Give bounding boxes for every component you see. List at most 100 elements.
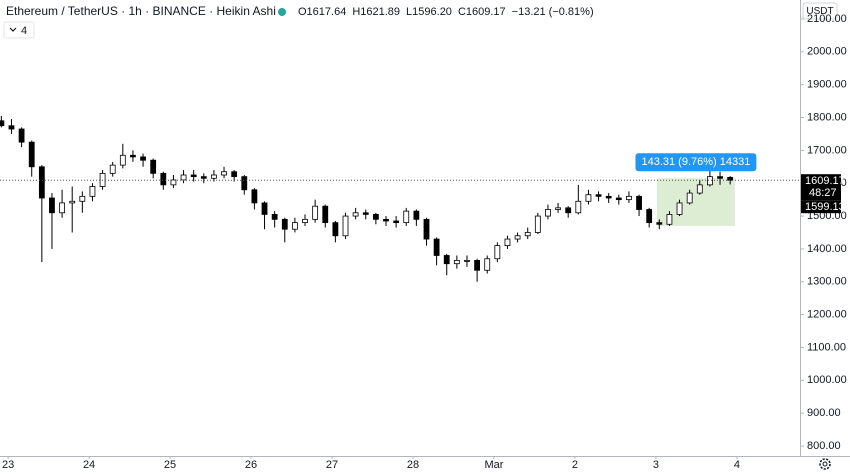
candle-body — [281, 218, 288, 230]
candle-body — [656, 222, 663, 225]
x-tick-label: 28 — [407, 459, 419, 471]
candle-body — [555, 207, 561, 210]
candle-body — [666, 214, 673, 225]
candle-body — [312, 205, 319, 220]
last-price-label: 1609.17 — [805, 175, 845, 187]
x-tick-label: 26 — [245, 459, 257, 471]
y-tick-label: 1100.00 — [807, 341, 846, 353]
candle-body — [69, 200, 76, 204]
candle-body — [180, 174, 187, 181]
chart-title: Ethereum / TetherUS · 1h · BINANCE · Hei… — [6, 4, 276, 18]
x-tick-label: 24 — [83, 459, 95, 471]
candle-body — [534, 215, 541, 233]
candle-body — [686, 192, 693, 204]
plot-area — [0, 115, 800, 282]
gear-outer — [819, 458, 831, 470]
candle-body — [200, 176, 207, 179]
candle-body — [109, 164, 116, 174]
candle-body — [119, 154, 126, 166]
y-tick-label: 2000.00 — [807, 46, 847, 58]
candle-body — [615, 197, 622, 201]
candle-body — [190, 174, 197, 178]
y-tick-label: 1400.00 — [807, 243, 847, 255]
x-tick-label: 23 — [2, 459, 14, 471]
candle-body — [291, 222, 298, 230]
candle-body — [362, 212, 369, 215]
candle-body — [231, 171, 238, 178]
candle-body — [130, 154, 136, 158]
candle-body — [322, 205, 329, 224]
ohlc-value: H1621.89 — [352, 6, 400, 18]
candle-body — [413, 210, 420, 220]
candle-body — [524, 232, 531, 237]
candle-body — [707, 176, 713, 186]
candle-body — [494, 245, 501, 260]
candle-body — [433, 238, 440, 256]
gear-inner — [822, 461, 828, 467]
ohlc-value: L1596.20 — [406, 6, 452, 18]
bid-price-label: 1599.13 — [805, 201, 845, 213]
status-dot — [278, 8, 286, 16]
candle-body — [170, 179, 177, 186]
candle-body — [28, 141, 35, 168]
y-tick-label: 1800.00 — [807, 111, 847, 123]
x-tick-label: 2 — [572, 459, 578, 471]
candle-body — [504, 238, 511, 247]
candle-body — [626, 195, 632, 201]
candle-body — [271, 214, 278, 220]
candle-body — [38, 166, 45, 199]
candle-body — [160, 172, 167, 186]
x-tick-label: 4 — [734, 459, 740, 471]
candle-body — [211, 174, 217, 179]
candle-body — [241, 176, 248, 191]
candle-body — [575, 200, 582, 214]
y-tick-label: 800.00 — [807, 440, 841, 452]
x-tick-label: 27 — [326, 459, 338, 471]
ohlc-value: −13.21 (−0.81%) — [512, 6, 594, 18]
y-tick-label: 1200.00 — [807, 309, 847, 321]
chevron-icon — [9, 27, 17, 32]
candle-body — [8, 125, 15, 130]
candle-body — [676, 202, 683, 215]
measure-label: 143.31 (9.76%) 14331 — [641, 156, 750, 168]
y-tick-label: 1000.00 — [807, 374, 847, 386]
candle-body — [514, 235, 521, 240]
candle-body — [595, 194, 602, 197]
candle-body — [332, 222, 339, 237]
y-tick-label: 900.00 — [807, 407, 841, 419]
candle-body — [464, 260, 470, 262]
candle-body — [423, 218, 430, 240]
candle-body — [646, 209, 653, 224]
x-tick-label: 3 — [653, 459, 659, 471]
settings-icon[interactable] — [819, 458, 831, 470]
y-tick-label: 1700.00 — [807, 144, 847, 156]
candle-body — [372, 214, 379, 220]
candle-body — [140, 156, 146, 161]
candle-body — [565, 207, 572, 214]
candle-body — [383, 218, 389, 222]
candle-body — [717, 176, 723, 179]
currency: USDT — [806, 6, 833, 17]
candle-body — [352, 212, 359, 217]
indicator-toggle[interactable] — [3, 21, 35, 39]
candle-body — [251, 189, 258, 204]
candle-body — [443, 255, 450, 265]
candle-body — [393, 220, 400, 224]
y-tick-label: 1900.00 — [807, 79, 847, 91]
candle-body — [696, 184, 703, 194]
x-tick-label: Mar — [484, 459, 503, 471]
candle-body — [79, 195, 86, 202]
last-price-box — [801, 174, 841, 201]
ohlc-value: C1609.17 — [458, 6, 506, 18]
currency-box[interactable] — [802, 2, 838, 20]
y-tick-label: 1300.00 — [807, 276, 847, 288]
candle-body — [0, 120, 5, 127]
candle-body — [89, 186, 96, 197]
candle-body — [261, 202, 268, 215]
indicator-count: 4 — [21, 25, 27, 37]
candle-body — [342, 215, 349, 237]
candle-body — [221, 171, 227, 176]
candle-body — [302, 218, 308, 224]
